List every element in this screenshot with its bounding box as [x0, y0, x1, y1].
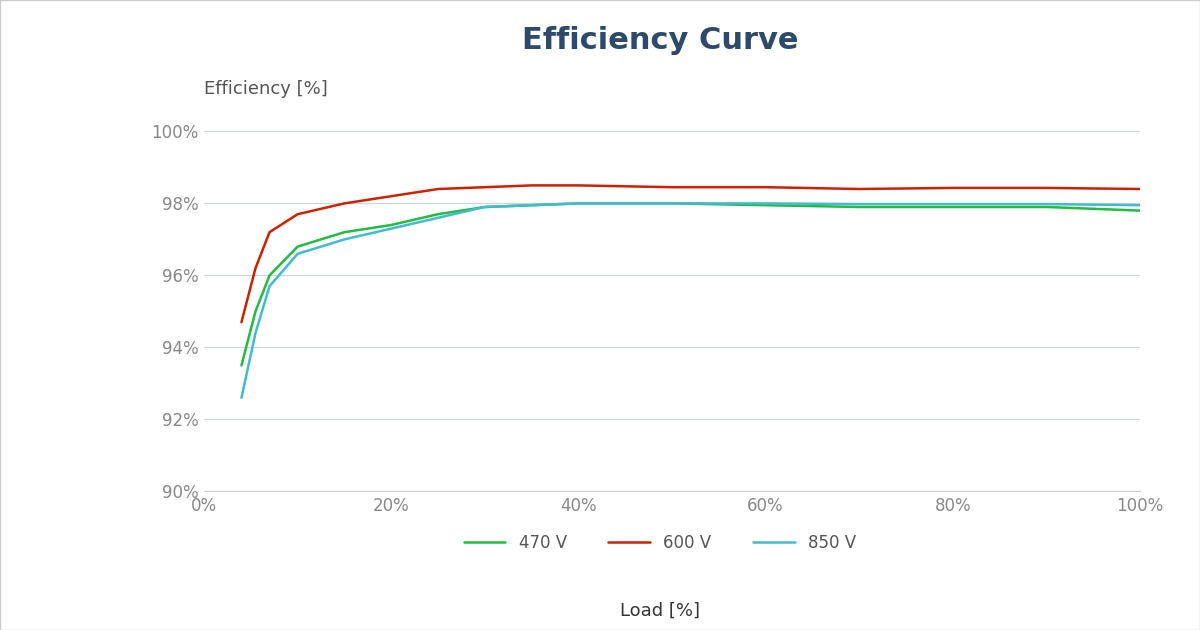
850 V — [384, 225, 398, 232]
470 V — [263, 272, 277, 279]
850 V — [431, 214, 445, 222]
600 V — [852, 185, 866, 193]
850 V — [665, 200, 679, 207]
Text: Load [%]: Load [%] — [620, 602, 700, 620]
850 V — [758, 200, 773, 207]
470 V — [290, 243, 305, 250]
850 V — [478, 203, 492, 211]
600 V — [337, 200, 352, 207]
Line: 470 V: 470 V — [241, 203, 1140, 365]
470 V — [946, 203, 960, 211]
600 V — [1039, 184, 1054, 192]
600 V — [758, 183, 773, 191]
Line: 600 V: 600 V — [241, 185, 1140, 322]
850 V — [234, 394, 248, 401]
600 V — [431, 185, 445, 193]
850 V — [248, 329, 263, 337]
600 V — [234, 318, 248, 326]
470 V — [478, 203, 492, 211]
600 V — [524, 181, 539, 189]
Line: 850 V: 850 V — [241, 203, 1140, 398]
470 V — [665, 200, 679, 207]
470 V — [571, 200, 586, 207]
600 V — [263, 229, 277, 236]
850 V — [852, 200, 866, 208]
850 V — [524, 202, 539, 209]
600 V — [248, 265, 263, 272]
470 V — [337, 229, 352, 236]
470 V — [1039, 203, 1054, 211]
470 V — [234, 362, 248, 369]
600 V — [571, 181, 586, 189]
850 V — [571, 200, 586, 207]
600 V — [478, 183, 492, 191]
470 V — [852, 203, 866, 211]
850 V — [337, 236, 352, 243]
Text: Efficiency Curve: Efficiency Curve — [522, 26, 798, 55]
470 V — [1133, 207, 1147, 214]
470 V — [524, 202, 539, 209]
600 V — [946, 184, 960, 192]
850 V — [946, 200, 960, 208]
600 V — [290, 210, 305, 218]
470 V — [384, 221, 398, 229]
470 V — [431, 210, 445, 218]
Text: Efficiency [%]: Efficiency [%] — [204, 79, 328, 98]
600 V — [384, 192, 398, 200]
600 V — [1133, 185, 1147, 193]
600 V — [665, 183, 679, 191]
850 V — [263, 282, 277, 290]
Legend: 470 V, 600 V, 850 V: 470 V, 600 V, 850 V — [457, 527, 863, 559]
850 V — [1039, 200, 1054, 208]
470 V — [758, 202, 773, 209]
470 V — [248, 307, 263, 315]
850 V — [1133, 202, 1147, 209]
850 V — [290, 250, 305, 258]
